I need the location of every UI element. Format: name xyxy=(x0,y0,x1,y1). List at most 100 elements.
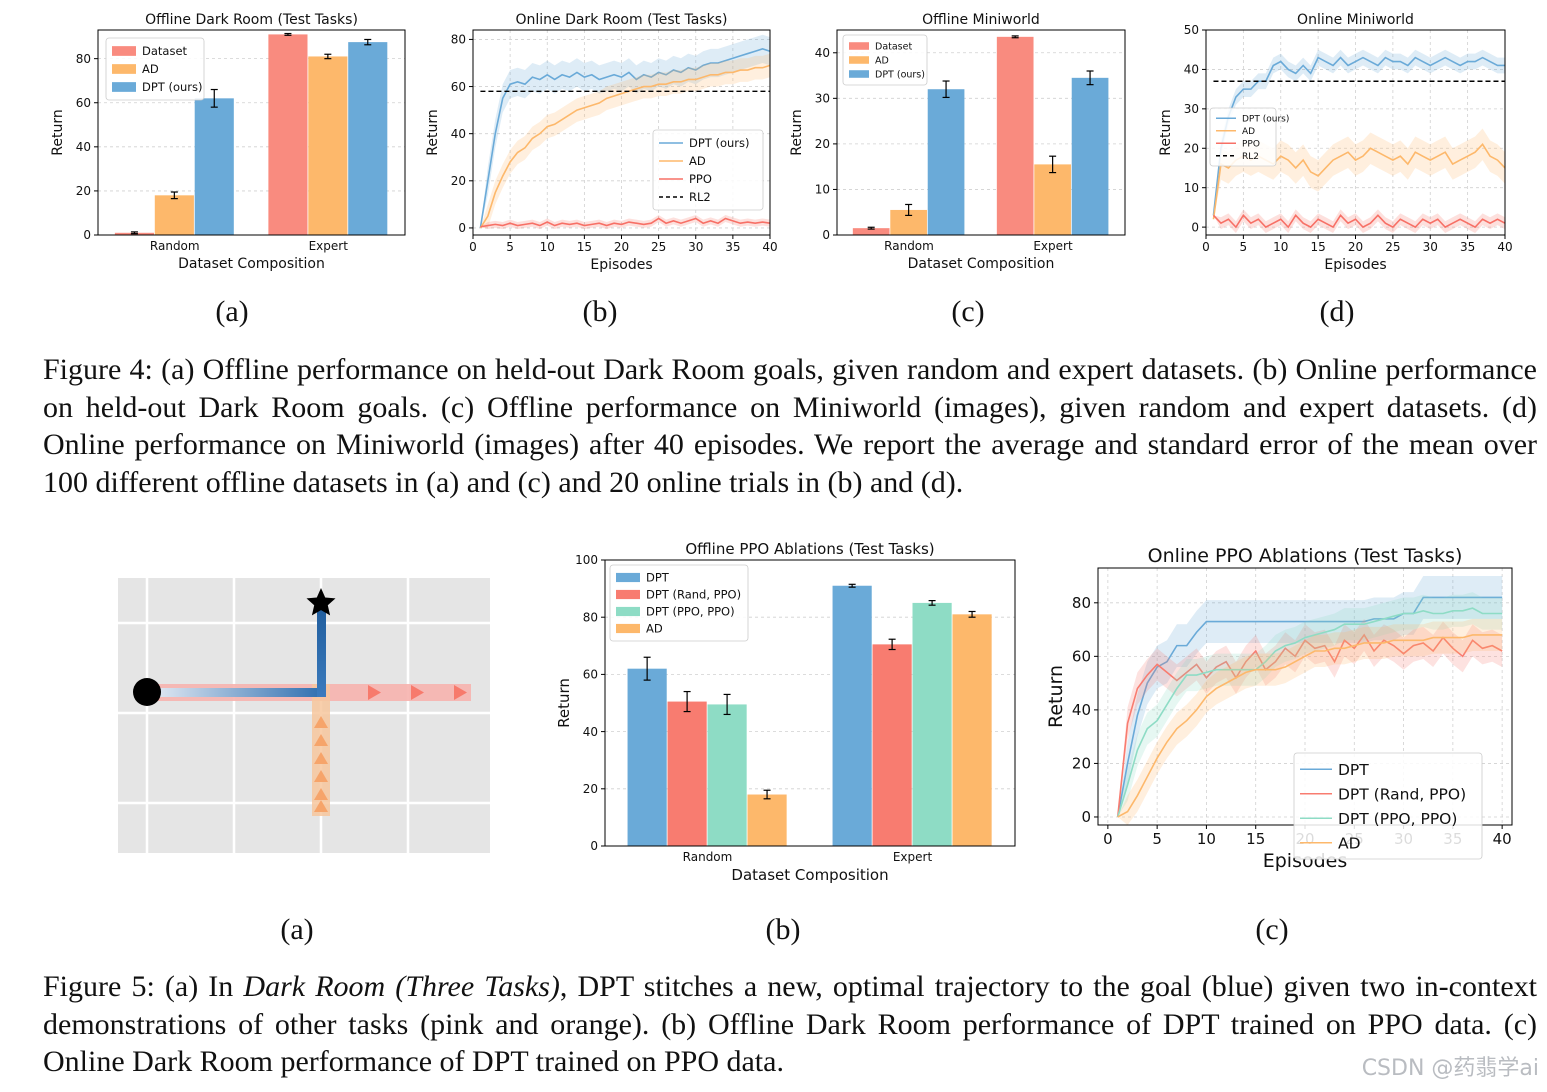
y-tick-label: 30 xyxy=(815,92,830,106)
series-band xyxy=(480,34,770,228)
chart-svg: 0 20 40 60 80 Return Offline Dark Room (Test T… xyxy=(50,12,406,272)
y-axis-label: Return xyxy=(1045,665,1067,728)
legend-label: DPT (ours) xyxy=(689,136,750,150)
figure5-sublabel-b: (b) xyxy=(765,913,801,946)
x-axis-label: Dataset Composition xyxy=(908,256,1055,272)
x-tick-label: 35 xyxy=(725,240,740,254)
figure5a-grid-illustration xyxy=(118,578,490,853)
chart-title: Online Dark Room (Test Tasks) xyxy=(515,12,727,28)
legend: Dataset AD DPT (ours) xyxy=(105,37,205,101)
y-tick-label: 0 xyxy=(83,228,91,242)
y-axis-label: Return xyxy=(555,678,573,728)
figure4d-online-miniworld-chart: 0 10 20 30 40 50 Return Online Miniworld 0 5 10 15 2… xyxy=(1158,8,1515,278)
y-tick-label: 0 xyxy=(458,221,466,235)
x-tick-label: 40 xyxy=(762,240,777,254)
x-tick-label: 5 xyxy=(1152,830,1162,848)
pink-arrows xyxy=(368,685,467,700)
axes-frame xyxy=(836,29,1126,236)
y-tick-label: 40 xyxy=(583,725,598,739)
figure4-caption-text: (a) Offline performance on held-out Dark… xyxy=(43,353,1537,499)
bar xyxy=(747,794,787,846)
x-tick-label: 0 xyxy=(1202,240,1210,254)
y-tick-label: 20 xyxy=(583,782,598,796)
y-tick-label: 40 xyxy=(1184,63,1199,77)
figure4a-offline-dark-room-chart: 0 20 40 60 80 Return Offline Dark Room (Test T… xyxy=(50,8,410,278)
start-circle-icon xyxy=(133,678,161,706)
legend-swatch xyxy=(112,46,136,56)
axes-frame xyxy=(97,29,406,236)
x-tick-label: Expert xyxy=(309,239,349,253)
chart-title: Offline Miniworld xyxy=(922,12,1040,28)
legend-label: Dataset xyxy=(875,41,912,52)
legend: DPT DPT (Rand, PPO) DPT (PPO, PPO) AD xyxy=(1293,752,1483,860)
y-tick-label: 20 xyxy=(1184,141,1199,155)
legend: DPT DPT (Rand, PPO) DPT (PPO, PPO) AD xyxy=(609,564,749,642)
figure5-caption-label: Figure 5: xyxy=(43,970,155,1003)
figure4b-online-dark-room-chart: 0 20 40 60 80 Return Online Dark Room (Test Ta… xyxy=(425,8,780,278)
legend-label: AD xyxy=(1242,127,1255,137)
legend-label: DPT (ours) xyxy=(142,80,203,94)
x-tick-label: 40 xyxy=(1497,240,1512,254)
chart-title: Offline Dark Room (Test Tasks) xyxy=(145,12,358,28)
legend-frame xyxy=(1209,107,1277,167)
x-tick-label: 30 xyxy=(1423,240,1438,254)
series-line xyxy=(479,48,771,229)
chart-title: Online Miniworld xyxy=(1297,12,1414,28)
bar xyxy=(912,602,952,846)
legend-label: AD xyxy=(689,154,706,168)
bar xyxy=(1034,164,1071,235)
x-tick-label: 10 xyxy=(1273,240,1288,254)
x-tick-label: 30 xyxy=(688,240,703,254)
series-line xyxy=(479,64,771,229)
y-axis-label: Return xyxy=(789,109,805,155)
orange-arrows xyxy=(314,716,328,812)
y-tick-label: 40 xyxy=(1072,701,1091,719)
legend: Dataset AD DPT (ours) xyxy=(842,34,928,86)
chart-svg: 0 20 40 60 80 Return Online PPO Ablations (Tes… xyxy=(1045,545,1513,872)
legend-label: AD xyxy=(646,622,663,636)
legend-swatch xyxy=(616,606,640,617)
x-tick-label: 5 xyxy=(506,240,514,254)
series-band xyxy=(1117,618,1503,825)
bar xyxy=(952,614,992,846)
x-tick-label: 35 xyxy=(1460,240,1475,254)
goal-star-icon xyxy=(306,588,336,616)
series-band xyxy=(1213,209,1505,234)
x-tick-label: Random xyxy=(683,850,733,864)
legend-label: DPT (ours) xyxy=(1242,114,1289,124)
chart-svg: 0 10 20 30 40 Return Offline Miniworld Random Ex… xyxy=(789,12,1126,272)
bar xyxy=(268,34,308,235)
legend-swatch xyxy=(112,82,136,92)
x-tick-label: Expert xyxy=(893,850,933,864)
legend-label: AD xyxy=(875,55,889,66)
bar xyxy=(996,36,1034,235)
x-tick-label: 20 xyxy=(1348,240,1363,254)
series-line xyxy=(1212,213,1506,229)
legend-label: Dataset xyxy=(142,44,188,58)
figure5-caption-italic-title: Dark Room (Three Tasks) xyxy=(243,970,560,1003)
x-tick-label: 25 xyxy=(1385,240,1400,254)
series-band xyxy=(480,214,770,230)
x-tick-label: 40 xyxy=(1493,830,1512,848)
y-tick-label: 20 xyxy=(451,174,466,188)
x-tick-label: 5 xyxy=(1240,240,1248,254)
y-tick-label: 80 xyxy=(1072,594,1091,612)
figure4c-offline-miniworld-chart: 0 10 20 30 40 Return Offline Miniworld Random Ex… xyxy=(789,8,1150,278)
x-tick-label: Expert xyxy=(1033,239,1073,253)
x-tick-label: 20 xyxy=(614,240,629,254)
x-axis-label: Dataset Composition xyxy=(731,866,888,884)
figure4-sublabel-c: (c) xyxy=(951,295,985,328)
bar xyxy=(308,56,348,235)
axes-frame xyxy=(472,29,771,236)
axes-frame xyxy=(604,559,1016,847)
legend-label: RL2 xyxy=(689,190,711,204)
y-tick-label: 80 xyxy=(76,52,91,66)
legend-label: AD xyxy=(1338,834,1361,852)
legend-swatch xyxy=(112,64,136,74)
y-tick-label: 60 xyxy=(1072,648,1091,666)
legend-label: RL2 xyxy=(1242,152,1259,162)
y-tick-label: 80 xyxy=(583,610,598,624)
figure5-sublabel-c: (c) xyxy=(1255,913,1289,946)
x-tick-label: 0 xyxy=(469,240,477,254)
legend-frame xyxy=(652,129,764,211)
